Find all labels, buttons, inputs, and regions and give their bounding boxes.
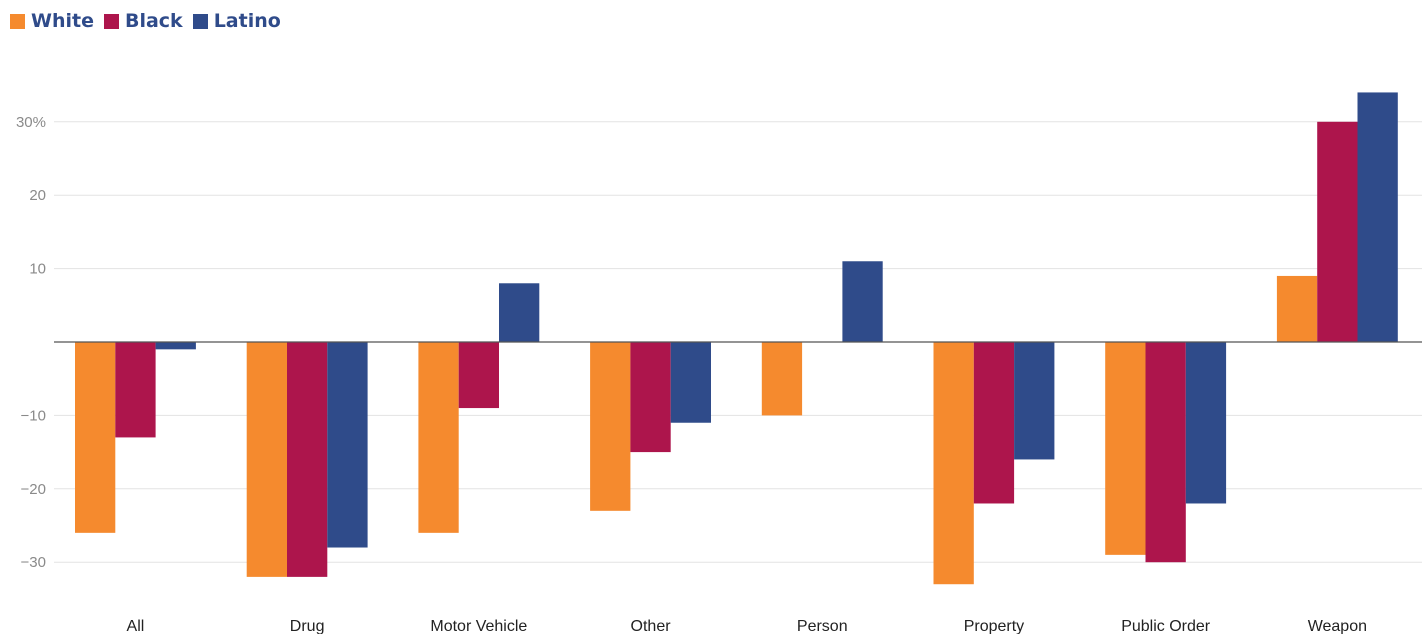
bar-white-weapon [1276,275,1318,342]
x-category-label: Person [797,618,848,634]
y-tick-label: 20 [29,187,46,204]
bar-black-public-order [1145,342,1186,563]
bar-white-property [933,342,974,585]
legend: White Black Latino [10,10,291,32]
legend-swatch-white [10,13,25,29]
legend-swatch-black [103,13,119,29]
x-category-label: Property [964,618,1024,634]
x-category-label: All [127,618,145,634]
bar-latino-drug [327,342,368,548]
legend-label-black: Black [124,10,183,32]
y-tick-label: −30 [21,554,46,571]
y-tick-label: −10 [21,407,46,424]
bar-latino-other [670,342,711,423]
y-tick-label: −20 [21,481,46,498]
bar-white-person [761,342,803,416]
x-category-label: Drug [290,618,325,634]
bar-white-all [75,342,116,533]
y-tick-label: 30% [16,114,46,131]
bar-latino-all [155,342,196,350]
bar-white-other [590,342,631,511]
bar-black-motor-vehicle [458,342,499,409]
bar-black-weapon [1317,121,1358,342]
bar-white-drug [246,342,287,577]
bar-latino-public-order [1185,342,1227,504]
legend-label-latino: Latino [213,10,281,32]
bar-black-property [973,342,1015,504]
bar-white-public-order [1105,342,1146,555]
legend-item-latino: Latino [192,10,281,32]
x-category-label: Other [631,618,672,634]
bar-latino-person [842,261,883,342]
bar-black-drug [287,342,328,577]
bar-latino-property [1014,342,1055,460]
legend-swatch-latino [192,13,208,29]
bar-latino-motor-vehicle [499,283,540,342]
legend-label-white: White [31,10,94,32]
legend-item-white: White [10,10,94,32]
bar-white-motor-vehicle [418,342,459,533]
legend-item-black: Black [103,10,183,32]
bar-black-other [630,342,671,453]
bar-black-all [115,342,156,438]
bar-latino-weapon [1357,92,1398,342]
x-category-label: Motor Vehicle [430,618,527,634]
y-tick-label: 10 [29,261,46,278]
x-category-label: Public Order [1121,618,1211,634]
x-category-label: Weapon [1308,618,1367,634]
